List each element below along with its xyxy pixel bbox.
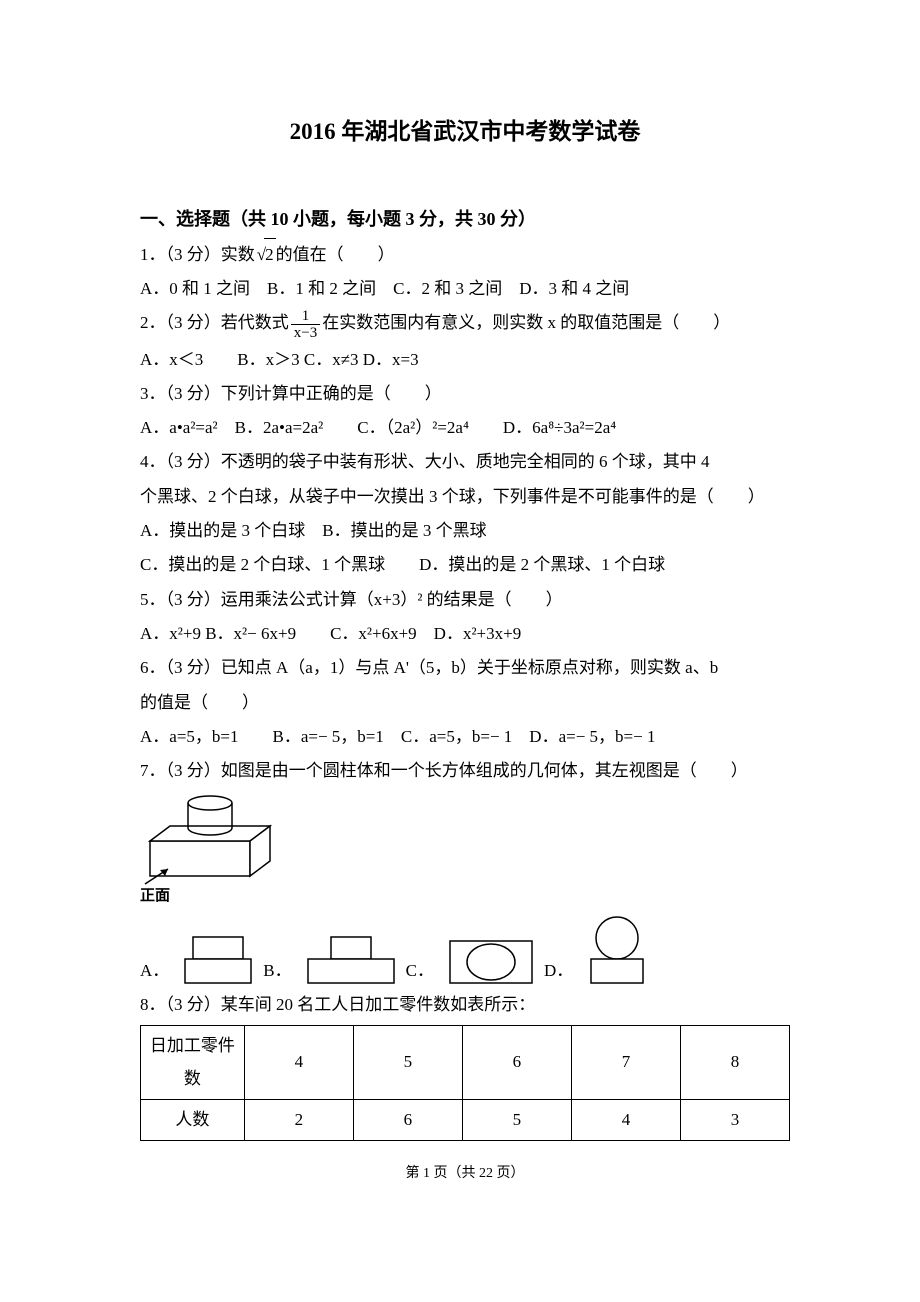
q7-opt-c-icon	[448, 931, 534, 987]
sqrt-2: 2	[255, 238, 276, 271]
q1-stem-a: 1．（3 分）实数	[140, 245, 255, 264]
q7-options-row: A． B． C． D．	[140, 915, 790, 987]
q1-stem: 1．（3 分）实数2的值在（ ）	[140, 238, 790, 271]
table-cell: 6	[462, 1026, 571, 1100]
table-row: 人数 2 6 5 4 3	[141, 1099, 790, 1140]
table-cell: 4	[571, 1099, 680, 1140]
section-1-header: 一、选择题（共 10 小题，每小题 3 分，共 30 分）	[140, 202, 790, 236]
table-cell: 5	[462, 1099, 571, 1140]
table-header-1: 日加工零件数	[141, 1026, 245, 1100]
q2-stem-b: 在实数范围内有意义，则实数 x 的取值范围是（ ）	[322, 313, 730, 332]
q4-line1: 4．（3 分）不透明的袋子中装有形状、大小、质地完全相同的 6 个球，其中 4	[140, 446, 790, 478]
front-label: 正面	[140, 882, 790, 911]
table-header-2: 人数	[141, 1099, 245, 1140]
q6-options: A．a=5，b=1 B．a=− 5，b=1 C．a=5，b=− 1 D．a=− …	[140, 721, 790, 753]
table-cell: 3	[680, 1099, 789, 1140]
table-row: 日加工零件数 4 5 6 7 8	[141, 1026, 790, 1100]
q5-options: A．x²+9 B．x²− 6x+9 C．x²+6x+9 D．x²+3x+9	[140, 618, 790, 650]
table-cell: 7	[571, 1026, 680, 1100]
q8-table: 日加工零件数 4 5 6 7 8 人数 2 6 5 4 3	[140, 1025, 790, 1141]
q5-stem: 5．（3 分）运用乘法公式计算（x+3）² 的结果是（ ）	[140, 584, 790, 616]
q7-main-figure: 正面	[140, 791, 790, 911]
q1-stem-b: 的值在（ ）	[276, 245, 395, 264]
page-footer: 第 1 页（共 22 页）	[140, 1161, 790, 1188]
q3-stem: 3．（3 分）下列计算中正确的是（ ）	[140, 378, 790, 410]
q7-opt-b-label: B．	[263, 955, 291, 987]
exam-title: 2016 年湖北省武汉市中考数学试卷	[140, 110, 790, 154]
q7-opt-d-icon	[587, 915, 647, 987]
table-cell: 5	[353, 1026, 462, 1100]
fraction-1-over-x-3: 1x−3	[291, 308, 320, 342]
q6-line2: 的值是（ ）	[140, 687, 790, 719]
q3-options: A．a•a²=a² B．2a•a=2a² C．（2a²）²=2a⁴ D．6a⁸÷…	[140, 412, 790, 444]
q2-stem-a: 2．（3 分）若代数式	[140, 313, 289, 332]
q2-options: A．x＜3 B．x＞3 C．x≠3 D．x=3	[140, 344, 790, 376]
q7-opt-a-label: A．	[140, 955, 169, 987]
table-cell: 4	[244, 1026, 353, 1100]
q4-line2: 个黑球、2 个白球，从袋子中一次摸出 3 个球，下列事件是不可能事件的是（ ）	[140, 481, 790, 513]
q7-opt-b-icon	[306, 931, 396, 987]
table-cell: 8	[680, 1026, 789, 1100]
q4-opt-row1: A．摸出的是 3 个白球 B．摸出的是 3 个黑球	[140, 515, 790, 547]
table-cell: 2	[244, 1099, 353, 1140]
q7-opt-d-label: D．	[544, 955, 573, 987]
q6-line1: 6．（3 分）已知点 A（a，1）与点 A'（5，b）关于坐标原点对称，则实数 …	[140, 652, 790, 684]
q7-opt-c-label: C．	[406, 955, 434, 987]
q7-stem: 7．（3 分）如图是由一个圆柱体和一个长方体组成的几何体，其左视图是（ ）	[140, 755, 790, 787]
q7-opt-a-icon	[183, 931, 253, 987]
q2-stem: 2．（3 分）若代数式1x−3在实数范围内有意义，则实数 x 的取值范围是（ ）	[140, 307, 790, 341]
table-cell: 6	[353, 1099, 462, 1140]
q4-opt-row2: C．摸出的是 2 个白球、1 个黑球 D．摸出的是 2 个黑球、1 个白球	[140, 549, 790, 581]
q1-options: A．0 和 1 之间 B．1 和 2 之间 C．2 和 3 之间 D．3 和 4…	[140, 273, 790, 305]
q8-stem: 8．（3 分）某车间 20 名工人日加工零件数如表所示：	[140, 989, 790, 1021]
